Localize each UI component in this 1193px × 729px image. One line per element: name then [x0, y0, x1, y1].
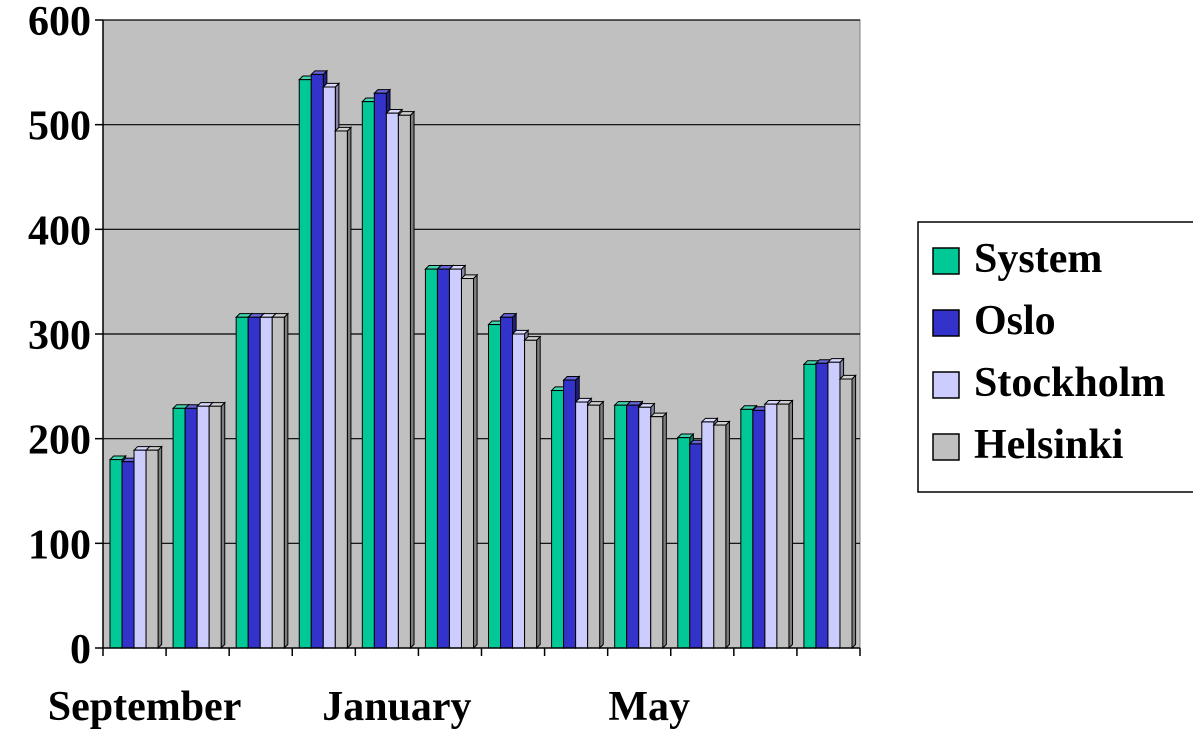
bar-front — [740, 408, 754, 649]
legend-label-oslo: Oslo — [974, 298, 1056, 344]
bar-front — [121, 461, 135, 649]
bar-front — [827, 361, 841, 649]
x-axis-tick-labels: September January May — [48, 684, 690, 729]
legend: System Oslo Stockholm Helsinki — [917, 221, 1193, 493]
bar-side — [157, 445, 163, 650]
bar-front — [196, 405, 210, 649]
bar-helsinki-9 — [712, 420, 731, 650]
bar-helsinki-11 — [838, 374, 857, 650]
bar-helsinki-0 — [144, 445, 163, 650]
x-tick-label: January — [322, 684, 471, 729]
bar-front — [322, 86, 336, 649]
bar-side — [788, 399, 794, 650]
y-tick-label: 0 — [70, 627, 91, 673]
legend-label-helsinki: Helsinki — [974, 422, 1124, 468]
bar-front — [184, 407, 198, 649]
bar-front — [575, 401, 589, 649]
y-tick-label: 100 — [28, 522, 91, 568]
bar-front — [424, 268, 438, 649]
bar-side — [473, 273, 478, 650]
y-tick-label: 300 — [28, 313, 91, 359]
bar-front — [172, 407, 186, 649]
bar-front — [524, 339, 538, 649]
bar-front — [839, 378, 853, 649]
bar-helsinki-7 — [586, 400, 605, 650]
bar-front — [776, 403, 790, 649]
bar-front — [271, 316, 285, 649]
bar-side — [599, 400, 604, 650]
bar-front — [563, 379, 577, 649]
y-tick-label: 500 — [28, 104, 91, 150]
bar-front — [385, 112, 399, 649]
y-tick-label: 400 — [28, 208, 91, 254]
x-tick-label: September — [48, 684, 242, 729]
bar-helsinki-8 — [649, 411, 668, 650]
bar-helsinki-1 — [207, 401, 226, 650]
legend-swatch-oslo — [932, 309, 960, 337]
bar-front — [208, 405, 222, 649]
bar-side — [220, 401, 226, 650]
legend-swatch-stockholm — [932, 371, 960, 399]
bar-front — [460, 278, 474, 649]
bar-helsinki-2 — [271, 312, 290, 650]
bar-front — [752, 409, 766, 649]
bar-side — [851, 374, 857, 650]
bar-front — [436, 268, 450, 649]
y-tick-label: 600 — [28, 0, 91, 45]
bar-side — [662, 411, 667, 650]
bar-side — [346, 126, 352, 650]
bars — [108, 69, 857, 650]
bar-front — [109, 459, 123, 649]
bar-front — [650, 416, 664, 649]
y-axis-tick-labels: 0 100 200 300 400 500 600 — [28, 0, 91, 673]
bar-front — [803, 363, 817, 649]
bar-helsinki-5 — [460, 273, 479, 650]
bar-helsinki-4 — [397, 110, 416, 650]
bar-front — [614, 404, 628, 649]
bar-side — [536, 335, 541, 650]
legend-swatch-helsinki — [932, 433, 960, 461]
legend-box — [917, 221, 1193, 493]
bar-helsinki-6 — [523, 335, 542, 650]
bar-front — [133, 449, 147, 649]
bar-front — [373, 92, 387, 649]
bar-helsinki-3 — [334, 126, 353, 650]
bar-front — [500, 316, 514, 649]
bar-front — [235, 316, 249, 649]
y-tick-label: 200 — [28, 418, 91, 464]
bar-front — [677, 437, 691, 649]
bar-helsinki-10 — [775, 399, 794, 650]
bar-front — [815, 362, 829, 649]
bar-front — [488, 324, 502, 649]
bar-front — [689, 443, 703, 649]
bar-side — [283, 312, 289, 650]
bar-front — [701, 421, 715, 649]
bar-front — [298, 79, 312, 649]
bar-side — [725, 420, 730, 650]
legend-label-stockholm: Stockholm — [974, 360, 1165, 406]
bar-front — [626, 404, 640, 649]
legend-label-system: System — [974, 236, 1102, 282]
bar-front — [259, 316, 273, 649]
x-tick-label: May — [608, 684, 690, 729]
bar-front — [397, 114, 411, 649]
bar-front — [310, 73, 324, 649]
gridlines — [103, 19, 860, 544]
bar-front — [551, 390, 565, 649]
bar-front — [512, 333, 526, 649]
bar-front — [247, 316, 261, 649]
bar-front — [713, 424, 727, 649]
bar-front — [448, 268, 462, 649]
bar-front — [764, 403, 778, 649]
bar-side — [409, 110, 415, 650]
bar-front — [361, 101, 375, 649]
bar-front — [334, 130, 348, 649]
bar-front — [145, 449, 159, 649]
bar-front — [587, 404, 601, 649]
axes — [95, 19, 861, 656]
bar-front — [638, 406, 652, 649]
legend-swatch-system — [932, 247, 960, 275]
